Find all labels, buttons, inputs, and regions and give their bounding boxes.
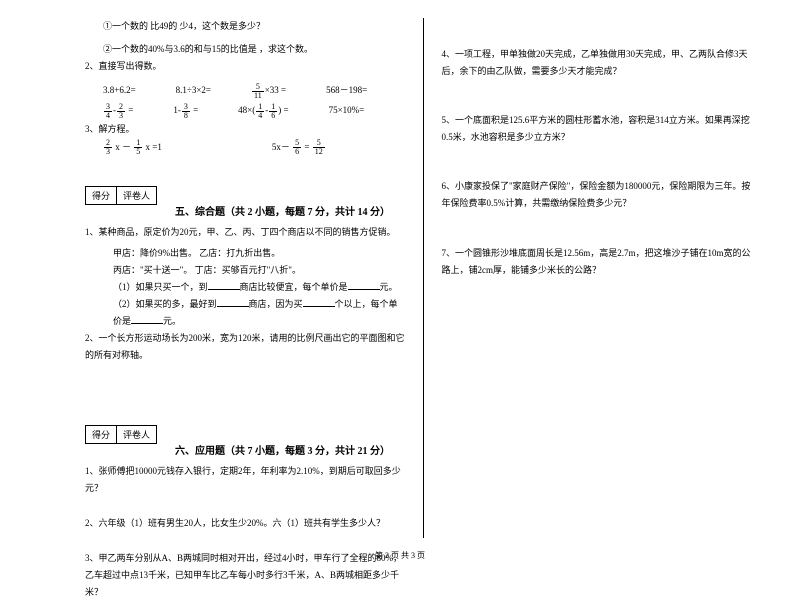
m3b: 5x－ 56 = 512 <box>272 138 326 158</box>
q1b: ②一个数的40%与3.6的和与15的比值是 ，求这个数。 <box>85 41 405 58</box>
rq6: 6、小康家投保了"家庭财产保险"，保险金额为180000元，保险期限为三年。按年… <box>442 178 753 212</box>
score-box-6: 得分 评卷人 <box>85 425 157 444</box>
score-label: 得分 <box>86 426 117 443</box>
m1d: 568－198= <box>326 81 367 101</box>
math-row-2: 34-23 = 1-38 = 48×(14-16) = 75×10%= <box>85 101 405 121</box>
m1a: 3.8+6.2= <box>103 81 136 101</box>
q2: 2、直接写出得数。 <box>85 58 405 75</box>
m1c: 511×33 = <box>251 81 286 101</box>
s5q2: 2、一个长方形运动场长为200米，宽为120米，请用的比例尺画出它的平面图和它的… <box>85 330 405 364</box>
m3a: 23 x － 15 x =1 <box>103 138 162 158</box>
math-row-1: 3.8+6.2= 8.1÷3×2= 511×33 = 568－198= <box>85 81 405 101</box>
rq5: 5、一个底面积是125.6平方米的圆柱形蓄水池，容积是314立方米。如果再深挖0… <box>442 112 753 146</box>
score-label: 得分 <box>86 187 117 204</box>
q3: 3、解方程。 <box>85 121 405 138</box>
reviewer-label: 评卷人 <box>117 426 156 443</box>
s5q1d: （1）如果只买一个，到商店比较便宜，每个单价是元。 <box>85 279 405 296</box>
m2c: 48×(14-16) = <box>238 101 288 121</box>
section-5-title: 五、综合题（共 2 小题，每题 7 分，共计 14 分） <box>175 203 405 218</box>
q1a: ①一个数的 比49的 少4，这个数是多少？ <box>85 18 405 35</box>
s5q1c: 丙店："买十送一"。 丁店：买够百元打"八折"。 <box>85 262 405 279</box>
section-6-title: 六、应用题（共 7 小题，每题 3 分，共计 21 分） <box>175 442 405 457</box>
m2a: 34-23 = <box>103 101 133 121</box>
math-row-3: 23 x － 15 x =1 5x－ 56 = 512 <box>85 138 405 158</box>
m2b: 1-38 = <box>173 101 198 121</box>
s5q1e: （2）如果买的多，最好到商店，因为买个以上，每个单价是元。 <box>85 296 405 330</box>
s6q1: 1、张师傅把10000元钱存入银行，定期2年，年利率为2.10%，到期后可取回多… <box>85 463 405 497</box>
s5q1a: 1、某种商品，原定价为20元，甲、乙、丙、丁四个商店以不同的销售方促销。 <box>85 224 405 241</box>
m2d: 75×10%= <box>329 101 365 121</box>
s5q1b: 甲店：降价9%出售。 乙店：打九折出售。 <box>85 245 405 262</box>
score-box-5: 得分 评卷人 <box>85 186 157 205</box>
reviewer-label: 评卷人 <box>117 187 156 204</box>
page-footer: 第 2 页 共 3 页 <box>0 550 800 561</box>
rq4: 4、一项工程，甲单独做20天完成，乙单独做用30天完成，甲、乙两队合修3天后，余… <box>442 46 753 80</box>
m1b: 8.1÷3×2= <box>176 81 211 101</box>
s6q2: 2、六年级（1）班有男生20人，比女生少20%。六（1）班共有学生多少人？ <box>85 515 405 532</box>
rq7: 7、一个圆锥形沙堆底面周长是12.56m，高是2.7m，把这堆沙子铺在10m宽的… <box>442 245 753 279</box>
